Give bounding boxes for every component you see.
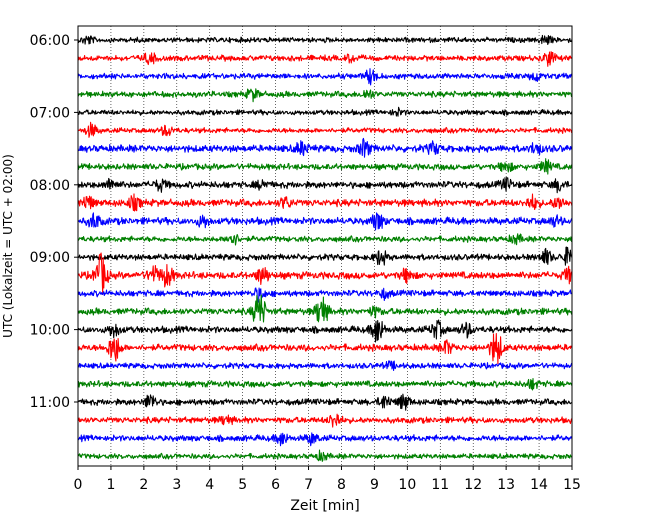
trace-1000 bbox=[77, 319, 573, 343]
x-axis-ticks: 0 1 2 3 4 5 6 7 8 9 10 11 12 13 14 15 bbox=[74, 466, 581, 493]
trace-1130 bbox=[77, 432, 573, 447]
x-axis-label: Zeit [min] bbox=[290, 498, 359, 514]
trace-1115 bbox=[77, 413, 573, 428]
x-tick-label-8: 8 bbox=[337, 477, 346, 493]
y-tick-label-1000: 10:00 bbox=[30, 323, 70, 339]
trace-1100 bbox=[77, 393, 573, 411]
trace-group bbox=[77, 34, 573, 462]
x-tick-label-12: 12 bbox=[464, 477, 482, 493]
y-tick-label-0600: 06:00 bbox=[30, 33, 70, 49]
trace-1030 bbox=[77, 360, 573, 372]
trace-0930 bbox=[77, 287, 573, 303]
trace-0945 bbox=[77, 294, 573, 323]
x-tick-label-11: 11 bbox=[431, 477, 449, 493]
trace-1145 bbox=[77, 449, 573, 462]
y-axis-label: UTC (Lokalzeit = UTC + 02:00) bbox=[1, 154, 15, 338]
x-tick-label-1: 1 bbox=[106, 477, 115, 493]
y-tick-label-0800: 08:00 bbox=[30, 178, 70, 194]
y-tick-label-1100: 11:00 bbox=[30, 395, 70, 411]
trace-0715 bbox=[77, 121, 573, 138]
x-tick-label-5: 5 bbox=[238, 477, 247, 493]
x-tick-label-2: 2 bbox=[139, 477, 148, 493]
x-tick-label-13: 13 bbox=[497, 477, 515, 493]
trace-0730 bbox=[77, 137, 573, 158]
y-axis-ticks: 06:00 07:00 08:00 09:00 10:00 11:00 bbox=[30, 33, 78, 411]
plot-frame bbox=[77, 25, 573, 467]
vertical-gridlines bbox=[110, 26, 540, 466]
trace-0745 bbox=[77, 158, 573, 175]
x-tick-label-10: 10 bbox=[398, 477, 416, 493]
trace-0915 bbox=[77, 252, 573, 296]
x-tick-label-4: 4 bbox=[205, 477, 214, 493]
y-tick-label-0900: 09:00 bbox=[30, 250, 70, 266]
y-tick-label-0700: 07:00 bbox=[30, 105, 70, 121]
trace-0815 bbox=[77, 193, 573, 212]
trace-1045 bbox=[77, 378, 573, 391]
x-tick-label-15: 15 bbox=[563, 477, 581, 493]
trace-1015 bbox=[77, 333, 573, 365]
x-tick-label-0: 0 bbox=[74, 477, 83, 493]
trace-0800 bbox=[77, 176, 573, 194]
x-tick-label-14: 14 bbox=[530, 477, 548, 493]
x-tick-label-6: 6 bbox=[271, 477, 280, 493]
trace-0645 bbox=[77, 88, 573, 103]
trace-0900 bbox=[77, 246, 573, 266]
trace-0630 bbox=[77, 68, 573, 86]
trace-0615 bbox=[77, 51, 573, 67]
trace-0830 bbox=[77, 212, 573, 231]
x-tick-label-9: 9 bbox=[370, 477, 379, 493]
trace-0845 bbox=[77, 233, 573, 246]
x-tick-label-7: 7 bbox=[304, 477, 313, 493]
x-tick-label-3: 3 bbox=[172, 477, 181, 493]
trace-0700 bbox=[77, 106, 573, 117]
trace-0600 bbox=[77, 34, 573, 46]
